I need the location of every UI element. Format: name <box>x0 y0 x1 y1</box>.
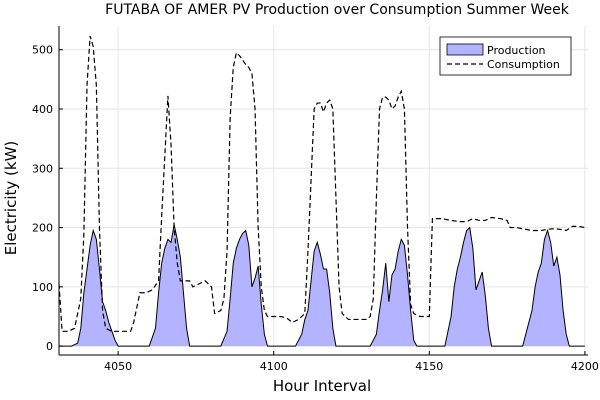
y-tick-label: 200 <box>32 222 53 235</box>
production-outline <box>59 224 585 347</box>
production-area-layer <box>59 224 585 347</box>
legend-label-production: Production <box>487 44 546 57</box>
x-tick-label: 4200 <box>571 360 599 373</box>
chart-title: FUTABA OF AMER PV Production over Consum… <box>105 2 570 18</box>
consumption-line-layer <box>58 35 586 332</box>
x-axis-label: Hour Interval <box>273 377 371 395</box>
x-tick-label: 4050 <box>104 360 132 373</box>
y-tick-label: 300 <box>32 162 53 175</box>
ticks: 4050 4100 4150 4200 0 100 200 300 400 500 <box>32 44 599 373</box>
legend-box <box>439 36 572 76</box>
x-tick-label: 4100 <box>260 360 288 373</box>
x-tick-label: 4150 <box>415 360 443 373</box>
axes <box>58 26 588 356</box>
y-axis-label: Electricity (kW) <box>2 141 20 256</box>
legend-swatch-production <box>446 43 484 56</box>
production-area <box>59 224 585 347</box>
y-tick-label: 0 <box>46 340 53 353</box>
y-tick-label: 100 <box>32 281 53 294</box>
legend: Production Consumption <box>439 36 572 76</box>
consumption-line <box>58 35 586 332</box>
y-tick-label: 400 <box>32 103 53 116</box>
y-tick-label: 500 <box>32 44 53 57</box>
legend-label-consumption: Consumption <box>487 58 560 71</box>
